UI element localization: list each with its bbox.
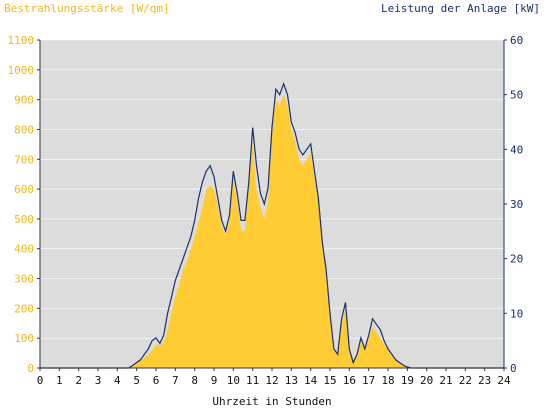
x-tick-label: 4 — [114, 374, 121, 387]
x-tick-label: 6 — [153, 374, 160, 387]
x-tick-label: 22 — [459, 374, 472, 387]
left-axis-title: Bestrahlungsstärke [W/qm] — [4, 2, 170, 15]
right-tick-label: 20 — [510, 253, 523, 266]
right-tick-label: 50 — [510, 89, 523, 102]
right-tick-label: 60 — [510, 34, 523, 47]
left-tick-label: 1100 — [8, 34, 35, 47]
x-tick-label: 0 — [37, 374, 44, 387]
left-tick-label: 700 — [14, 153, 34, 166]
x-tick-label: 21 — [439, 374, 452, 387]
x-tick-label: 17 — [362, 374, 375, 387]
x-tick-label: 1 — [56, 374, 63, 387]
irradiance-area — [40, 93, 504, 368]
x-tick-label: 16 — [343, 374, 356, 387]
x-axis-title: Uhrzeit in Stunden — [212, 395, 332, 408]
right-tick-label: 10 — [510, 307, 523, 320]
x-tick-label: 13 — [285, 374, 298, 387]
right-tick-label: 40 — [510, 143, 523, 156]
left-tick-label: 900 — [14, 94, 34, 107]
x-tick-label: 19 — [401, 374, 414, 387]
left-tick-label: 1000 — [8, 64, 35, 77]
x-tick-label: 12 — [265, 374, 278, 387]
left-tick-label: 200 — [14, 302, 34, 315]
right-tick-label: 30 — [510, 198, 523, 211]
left-tick-label: 0 — [27, 362, 34, 375]
x-tick-label: 24 — [497, 374, 511, 387]
x-tick-label: 7 — [172, 374, 179, 387]
left-tick-label: 800 — [14, 123, 34, 136]
x-tick-label: 23 — [478, 374, 491, 387]
x-tick-label: 5 — [133, 374, 140, 387]
x-tick-label: 20 — [420, 374, 433, 387]
right-axis-title: Leistung der Anlage [kW] — [381, 2, 540, 15]
left-tick-label: 100 — [14, 332, 34, 345]
left-tick-label: 600 — [14, 183, 34, 196]
x-tick-label: 3 — [95, 374, 102, 387]
right-tick-label: 0 — [510, 362, 517, 375]
x-tick-label: 15 — [323, 374, 336, 387]
x-tick-label: 9 — [211, 374, 218, 387]
left-tick-label: 400 — [14, 243, 34, 256]
left-tick-label: 300 — [14, 273, 34, 286]
x-tick-label: 8 — [191, 374, 198, 387]
axis-ticks: 0100200300400500600700800900100011000102… — [8, 34, 524, 387]
left-tick-label: 500 — [14, 213, 34, 226]
power-line — [40, 81, 504, 369]
x-tick-label: 14 — [304, 374, 318, 387]
x-tick-label: 2 — [75, 374, 82, 387]
x-tick-label: 10 — [227, 374, 240, 387]
x-tick-label: 11 — [246, 374, 259, 387]
x-tick-label: 18 — [381, 374, 394, 387]
